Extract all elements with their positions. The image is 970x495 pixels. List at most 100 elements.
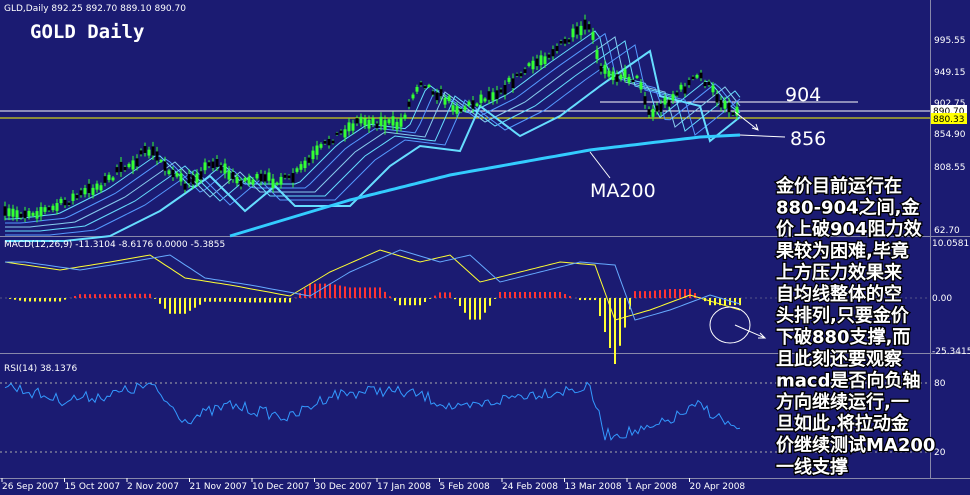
candle-body	[567, 39, 571, 43]
price-axis-label: 62.70	[934, 226, 960, 236]
candle-body	[27, 210, 31, 217]
ma200	[229, 133, 741, 238]
date-label: 21 Nov 2007	[190, 482, 248, 492]
candle-body	[635, 75, 639, 78]
candle-body	[311, 150, 315, 160]
candle-body	[195, 173, 199, 183]
candle-body	[191, 175, 195, 185]
rsi-caption: RSI(14) 38.1376	[4, 364, 77, 374]
candle-body	[451, 105, 455, 112]
candle-body	[395, 121, 399, 130]
candle-body	[199, 171, 203, 180]
price-box	[931, 113, 967, 124]
candle-body	[135, 158, 139, 167]
candle-body	[727, 102, 731, 113]
candle-body	[427, 84, 431, 88]
date-label: 30 Dec 2007	[315, 482, 373, 492]
candle-body	[367, 119, 371, 129]
candle-body	[143, 146, 147, 153]
candle-body	[307, 157, 311, 163]
annotation-line: 果较为困难,毕竟	[775, 240, 909, 262]
candle-body	[691, 76, 695, 80]
candle-body	[475, 103, 479, 106]
candle-body	[387, 119, 391, 124]
candle-body	[651, 108, 655, 117]
candle-body	[715, 94, 719, 103]
annotation: 金价目前运行在880-904之间,金价上破904阻力效果较为困难,毕竟上方压力效…	[774, 174, 937, 479]
candle-body	[455, 106, 459, 114]
candle-body	[551, 49, 555, 57]
price-axis-label: 808.55	[934, 163, 966, 173]
candle-body	[51, 205, 55, 211]
macd-axis-label: 0.00	[932, 294, 952, 304]
rsi-axis-label: 80	[934, 379, 946, 389]
level-label: 904	[785, 84, 821, 106]
candle-body	[215, 159, 219, 167]
highlight-circle	[709, 306, 751, 344]
candle-body	[151, 146, 155, 156]
candle-body	[631, 79, 635, 83]
candle-body	[43, 207, 47, 212]
moving-average	[5, 44, 741, 236]
candle-body	[167, 170, 171, 174]
candle-body	[183, 183, 187, 190]
candle-body	[363, 118, 367, 126]
candle-body	[563, 38, 567, 44]
candle-body	[243, 177, 247, 182]
candle-body	[355, 118, 359, 124]
candle-body	[499, 89, 503, 93]
candle-body	[671, 94, 675, 101]
annotation-line: 价继续测试MA200	[776, 434, 935, 456]
date-axis: 26 Sep 2007 15 Oct 2007 2 Nov 2007 21 Nov 2…	[1, 478, 745, 492]
candle-body	[643, 96, 647, 105]
candle-body	[735, 106, 739, 116]
date-label: 17 Jan 2008	[377, 482, 431, 492]
macd-axis-label: 10.0581	[932, 239, 969, 249]
candle-body	[155, 151, 159, 161]
candle-body	[59, 198, 63, 204]
candle-body	[247, 176, 251, 184]
candle-body	[443, 97, 447, 105]
price-axis-label: 995.55	[934, 36, 966, 46]
candle-body	[163, 161, 167, 171]
candle-body	[655, 105, 659, 112]
candle-body	[147, 149, 151, 156]
arrow	[734, 111, 759, 131]
annotation-line: 一线支撑	[776, 456, 848, 478]
candle-body	[271, 178, 275, 188]
candle-body	[687, 79, 691, 86]
candle-body	[439, 89, 443, 97]
candle-body	[539, 55, 543, 66]
candle-body	[679, 84, 683, 90]
candle-body	[231, 172, 235, 180]
level-label: 856	[790, 128, 826, 150]
candle-body	[279, 176, 283, 185]
candle-body	[187, 173, 191, 184]
candle-body	[295, 168, 299, 172]
candle-body	[383, 120, 387, 130]
candle-body	[583, 19, 587, 30]
candle-body	[67, 202, 71, 205]
candle-body	[467, 101, 471, 106]
rsi-line	[4, 381, 741, 441]
candle-body	[547, 54, 551, 58]
candle-body	[47, 207, 51, 211]
date-label: 13 Mar 2008	[565, 482, 622, 492]
candle-body	[699, 72, 703, 79]
candle-body	[703, 81, 707, 87]
price-axis-label: 902.75	[934, 99, 966, 109]
candle-body	[723, 100, 727, 109]
candle-body	[71, 193, 75, 201]
candle-body	[339, 130, 343, 134]
candle-body	[515, 73, 519, 76]
candle-body	[351, 123, 355, 131]
candle-body	[619, 74, 623, 80]
candle-body	[599, 65, 603, 72]
candle-body	[591, 31, 595, 40]
moving-average	[5, 40, 741, 232]
candle-body	[399, 117, 403, 127]
chart-title: GOLD Daily	[30, 21, 144, 43]
annotation-line: 下破880支撑,而	[776, 326, 910, 348]
arrow	[589, 151, 611, 179]
